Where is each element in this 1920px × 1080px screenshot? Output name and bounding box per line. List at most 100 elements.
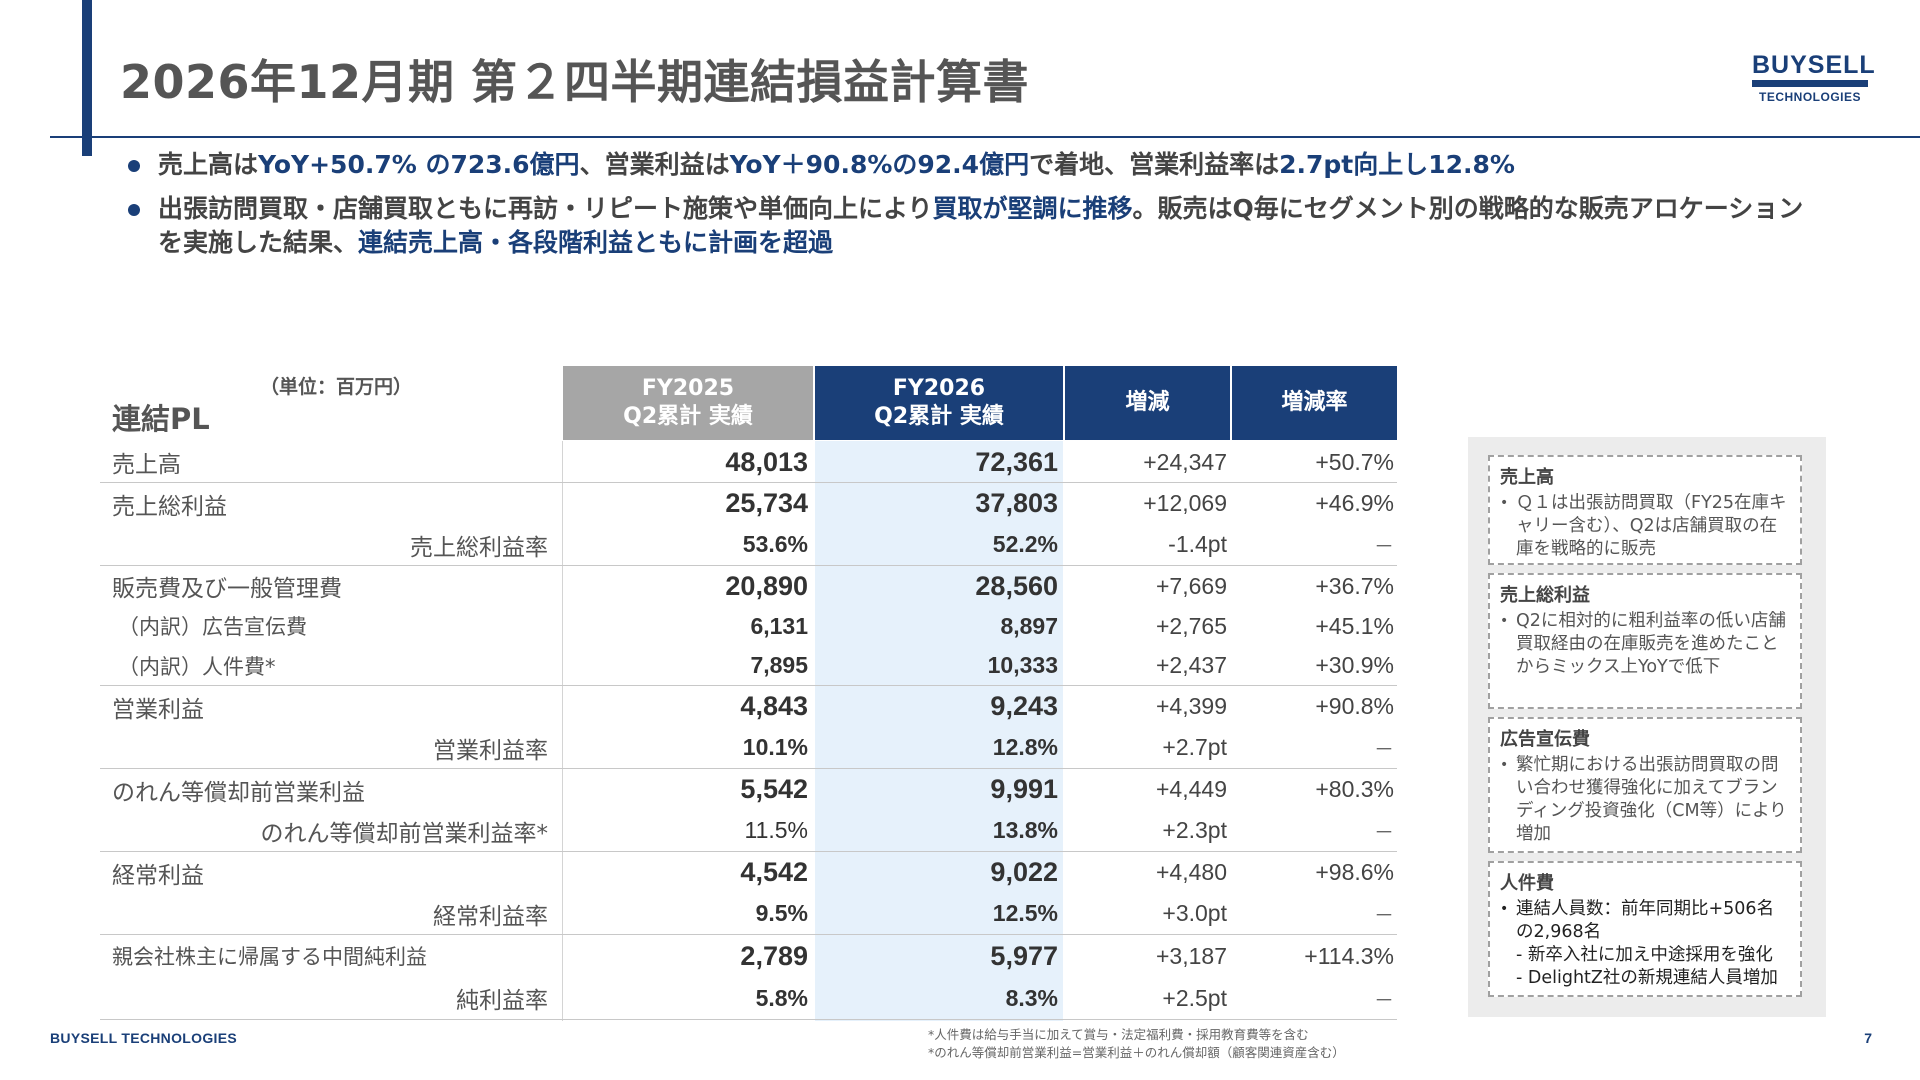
table-unit-label: （単位：百万円） bbox=[260, 376, 413, 398]
cell-rate: － bbox=[1374, 903, 1394, 927]
cell-fy2025: 2,789 bbox=[740, 940, 808, 971]
cell-fy2026: 28,560 bbox=[975, 570, 1058, 601]
bullet-dot-icon bbox=[128, 204, 140, 216]
cell-change: +7,669 bbox=[1156, 572, 1227, 599]
cell-change: +3.0pt bbox=[1162, 900, 1227, 926]
cell-change: +4,480 bbox=[1156, 859, 1227, 885]
page-number: 7 bbox=[1864, 1030, 1872, 1046]
row-label: 営業利益率 bbox=[433, 737, 548, 764]
table-title: 連結PL bbox=[112, 402, 210, 436]
row-divider bbox=[100, 851, 1397, 852]
cell-fy2026: 8.3% bbox=[1005, 984, 1058, 1011]
cell-rate: +80.3% bbox=[1315, 776, 1394, 802]
row-label: 経常利益 bbox=[112, 862, 204, 889]
footnote-goodwill: *のれん等償却前営業利益=営業利益＋のれん償却額（顧客関連資産含む） bbox=[928, 1045, 1345, 1060]
table-row: 営業利益 4,843 9,243 +4,399 +90.8% bbox=[0, 686, 1400, 727]
row-label: のれん等償却前営業利益 bbox=[112, 779, 365, 806]
row-label: 販売費及び一般管理費 bbox=[112, 576, 342, 602]
footnote-personnel: *人件費は給与手当に加えて賞与・法定福利費・採用教育費等を含む bbox=[928, 1027, 1309, 1042]
row-label: 営業利益 bbox=[112, 696, 204, 723]
cell-fy2025: 9.5% bbox=[755, 900, 808, 926]
note-title: 人件費 bbox=[1500, 873, 1554, 894]
cell-fy2025: 10.1% bbox=[742, 734, 808, 760]
cell-rate: +30.9% bbox=[1315, 652, 1394, 678]
cell-fy2025: 48,013 bbox=[725, 446, 808, 477]
cell-fy2025: 53.6% bbox=[742, 531, 808, 557]
cell-rate: +50.7% bbox=[1315, 448, 1394, 475]
table-row: 販売費及び一般管理費 20,890 28,560 +7,669 +36.7% bbox=[0, 566, 1400, 606]
logo-bar bbox=[1752, 80, 1868, 87]
table-row: （内訳）広告宣伝費 6,131 8,897 +2,765 +45.1% bbox=[0, 606, 1400, 646]
table-row: 営業利益率 10.1% 12.8% +2.7pt － bbox=[0, 727, 1400, 768]
cell-fy2026: 10,333 bbox=[987, 652, 1058, 678]
cell-change: +2.3pt bbox=[1162, 817, 1227, 843]
cell-fy2025: 5,542 bbox=[740, 774, 808, 804]
column-separator bbox=[562, 441, 563, 1021]
table-row: 親会社株主に帰属する中間純利益 2,789 5,977 +3,187 +114.… bbox=[0, 935, 1400, 977]
cell-change: +2,437 bbox=[1156, 652, 1227, 678]
table-row: 売上総利益率 53.6% 52.2% -1.4pt － bbox=[0, 524, 1400, 565]
row-label: 経常利益率 bbox=[433, 903, 548, 930]
footer-brand: BUYSELL TECHNOLOGIES bbox=[50, 1030, 237, 1046]
side-notes-panel: 売上高 Ｑ１は出張訪問買取（FY25在庫キャリー含む）、Q2は店舗買取の在庫を戦… bbox=[1468, 437, 1826, 1017]
table-row: のれん等償却前営業利益 5,542 9,991 +4,449 +80.3% bbox=[0, 769, 1400, 810]
cell-fy2026: 9,991 bbox=[990, 774, 1058, 804]
note-title: 売上総利益 bbox=[1500, 585, 1590, 606]
cell-fy2025: 11.5% bbox=[744, 817, 808, 843]
cell-change: +4,449 bbox=[1156, 776, 1227, 802]
row-label: 売上総利益 bbox=[112, 493, 227, 520]
row-label: 親会社株主に帰属する中間純利益 bbox=[112, 945, 427, 969]
header-fy2026: FY2026 Q2累計 実績 bbox=[815, 366, 1063, 440]
logo-text-main: BUYSELL bbox=[1752, 51, 1876, 79]
page-title: 2026年12月期 第２四半期連結損益計算書 bbox=[120, 55, 1030, 109]
cell-fy2025: 4,843 bbox=[740, 691, 808, 721]
cell-rate: +90.8% bbox=[1315, 693, 1394, 719]
note-title: 売上高 bbox=[1500, 467, 1554, 488]
cell-rate: +98.6% bbox=[1315, 859, 1394, 885]
cell-change: +24,347 bbox=[1143, 448, 1227, 475]
cell-change: +2.7pt bbox=[1162, 734, 1227, 760]
header-fy2025: FY2025 Q2累計 実績 bbox=[563, 366, 813, 440]
cell-fy2026: 9,243 bbox=[990, 691, 1058, 721]
summary-bullets: 売上高はYoY+50.7% の723.6億円、営業利益はYoY＋90.8%の92… bbox=[128, 148, 1808, 270]
table-row: 純利益率 5.8% 8.3% +2.5pt － bbox=[0, 977, 1400, 1019]
cell-change: +4,399 bbox=[1156, 693, 1227, 719]
row-divider bbox=[100, 1019, 1397, 1020]
cell-fy2026: 52.2% bbox=[992, 531, 1058, 557]
row-divider bbox=[100, 685, 1397, 686]
cell-fy2025: 6,131 bbox=[750, 612, 808, 639]
cell-change: -1.4pt bbox=[1168, 531, 1227, 557]
row-divider bbox=[100, 482, 1397, 483]
cell-fy2026: 72,361 bbox=[975, 446, 1058, 477]
cell-change: +12,069 bbox=[1143, 490, 1227, 516]
cell-fy2026: 8,897 bbox=[1000, 612, 1058, 639]
table-row: （内訳）人件費* 7,895 10,333 +2,437 +30.9% bbox=[0, 646, 1400, 685]
cell-rate: +36.7% bbox=[1315, 572, 1394, 599]
cell-fy2025: 25,734 bbox=[725, 488, 808, 518]
cell-rate: +114.3% bbox=[1304, 942, 1394, 969]
cell-fy2025: 20,890 bbox=[725, 570, 808, 601]
cell-fy2026: 12.5% bbox=[992, 900, 1058, 926]
table-row: 経常利益率 9.5% 12.5% +3.0pt － bbox=[0, 893, 1400, 934]
row-divider bbox=[100, 565, 1397, 566]
row-label: のれん等償却前営業利益率* bbox=[260, 820, 549, 847]
note-item: 繁忙期における出張訪問買取の問い合わせ獲得強化に加えてブランディング投資強化（C… bbox=[1500, 754, 1790, 846]
row-label: 売上高 bbox=[112, 452, 181, 478]
note-item: 連結人員数：前年同期比+506名の2,968名 bbox=[1500, 898, 1790, 944]
summary-bullet-1: 売上高はYoY+50.7% の723.6億円、営業利益はYoY＋90.8%の92… bbox=[128, 148, 1808, 182]
cell-fy2026: 13.8% bbox=[992, 817, 1058, 843]
row-label: （内訳）広告宣伝費 bbox=[118, 615, 307, 639]
table-row: のれん等償却前営業利益率* 11.5% 13.8% +2.3pt － bbox=[0, 810, 1400, 851]
table-row: 経常利益 4,542 9,022 +4,480 +98.6% bbox=[0, 852, 1400, 893]
cell-rate: － bbox=[1374, 820, 1394, 844]
note-box-sales: 売上高 Ｑ１は出張訪問買取（FY25在庫キャリー含む）、Q2は店舗買取の在庫を戦… bbox=[1488, 455, 1802, 565]
current-year-highlight bbox=[815, 441, 1063, 1021]
cell-fy2026: 5,977 bbox=[990, 940, 1058, 971]
cell-fy2026: 37,803 bbox=[975, 488, 1058, 518]
table-row: 売上高 48,013 72,361 +24,347 +50.7% bbox=[0, 442, 1400, 482]
note-item: Q2に相対的に粗利益率の低い店舗買取経由の在庫販売を進めたことからミックス上Yo… bbox=[1500, 610, 1790, 679]
note-subitem: - 新卒入社に加え中途採用を強化 bbox=[1516, 945, 1773, 965]
footnotes: *人件費は給与手当に加えて賞与・法定福利費・採用教育費等を含む *のれん等償却前… bbox=[928, 1026, 1345, 1062]
summary-bullet-2: 出張訪問買取・店舗買取ともに再訪・リピート施策や単価向上により買取が堅調に推移。… bbox=[128, 192, 1808, 260]
title-accent-bar bbox=[82, 0, 92, 156]
